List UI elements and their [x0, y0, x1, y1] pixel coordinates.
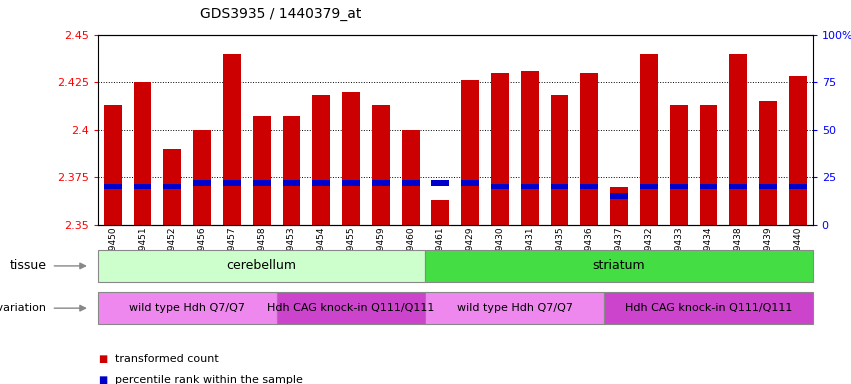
Bar: [104, 184, 122, 189]
Bar: [431, 180, 449, 186]
Bar: [134, 82, 151, 225]
Bar: [640, 184, 658, 189]
Bar: [223, 54, 241, 225]
Bar: [104, 105, 122, 225]
Bar: [193, 180, 211, 186]
Bar: [551, 184, 568, 189]
Bar: [372, 180, 390, 186]
Bar: [521, 71, 539, 225]
Text: ■: ■: [98, 354, 107, 364]
Text: tissue: tissue: [10, 260, 47, 272]
Bar: [342, 92, 360, 225]
Bar: [461, 180, 479, 186]
Bar: [491, 184, 509, 189]
Bar: [580, 184, 598, 189]
Bar: [700, 105, 717, 225]
Bar: [342, 180, 360, 186]
Bar: [402, 130, 420, 225]
Bar: [253, 180, 271, 186]
Text: wild type Hdh Q7/Q7: wild type Hdh Q7/Q7: [129, 303, 245, 313]
Text: wild type Hdh Q7/Q7: wild type Hdh Q7/Q7: [457, 303, 573, 313]
Bar: [134, 184, 151, 189]
Bar: [521, 184, 539, 189]
Bar: [729, 54, 747, 225]
Text: ■: ■: [98, 375, 107, 384]
Text: Hdh CAG knock-in Q111/Q111: Hdh CAG knock-in Q111/Q111: [625, 303, 792, 313]
Bar: [610, 193, 628, 199]
Bar: [163, 184, 181, 189]
Bar: [312, 95, 330, 225]
Bar: [283, 116, 300, 225]
Bar: [223, 180, 241, 186]
Text: cerebellum: cerebellum: [226, 260, 297, 272]
Bar: [789, 184, 807, 189]
Bar: [551, 95, 568, 225]
Bar: [729, 184, 747, 189]
Text: Hdh CAG knock-in Q111/Q111: Hdh CAG knock-in Q111/Q111: [267, 303, 435, 313]
Bar: [759, 101, 777, 225]
Bar: [580, 73, 598, 225]
Text: genotype/variation: genotype/variation: [0, 303, 47, 313]
Bar: [670, 184, 688, 189]
Bar: [759, 184, 777, 189]
Bar: [461, 80, 479, 225]
Bar: [610, 187, 628, 225]
Bar: [193, 130, 211, 225]
Bar: [283, 180, 300, 186]
Bar: [402, 180, 420, 186]
Bar: [670, 105, 688, 225]
Bar: [431, 200, 449, 225]
Bar: [312, 180, 330, 186]
Bar: [163, 149, 181, 225]
Bar: [372, 105, 390, 225]
Bar: [789, 76, 807, 225]
Text: GDS3935 / 1440379_at: GDS3935 / 1440379_at: [200, 7, 362, 21]
Bar: [491, 73, 509, 225]
Text: transformed count: transformed count: [115, 354, 219, 364]
Bar: [253, 116, 271, 225]
Bar: [640, 54, 658, 225]
Bar: [700, 184, 717, 189]
Text: striatum: striatum: [593, 260, 645, 272]
Text: percentile rank within the sample: percentile rank within the sample: [115, 375, 303, 384]
